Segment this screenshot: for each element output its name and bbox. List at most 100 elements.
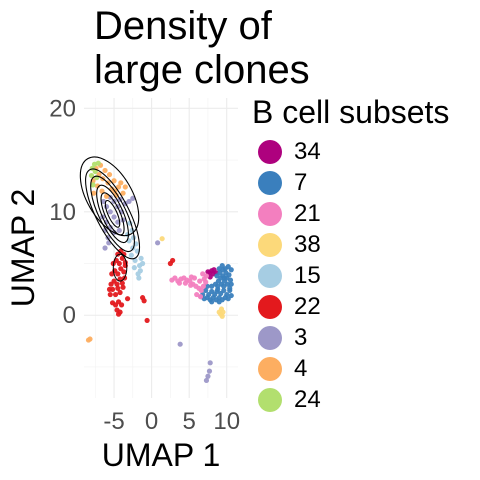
legend-swatch — [258, 295, 282, 319]
point-38-4 — [219, 313, 225, 319]
legend-label: 21 — [294, 200, 321, 227]
point-4-9 — [99, 188, 105, 194]
x-tick-label: -5 — [103, 408, 124, 435]
point-22-35 — [141, 298, 147, 304]
legend-swatch — [258, 388, 282, 412]
point-7-36 — [227, 285, 233, 291]
point-24-6 — [90, 182, 96, 188]
point-15-1 — [138, 255, 144, 261]
point-22-20 — [119, 255, 125, 261]
legend-item-21: 21 — [258, 199, 321, 229]
point-22-32 — [106, 286, 113, 292]
legend-label: 15 — [294, 262, 321, 289]
point-7-42 — [220, 267, 226, 273]
legend-item-34: 34 — [258, 137, 321, 167]
point-15-4 — [130, 235, 137, 241]
point-22-5 — [120, 284, 126, 290]
y-tick-label: 10 — [49, 199, 76, 226]
point-7-49 — [209, 299, 215, 305]
legend-item-7: 7 — [258, 168, 307, 198]
point-22-14 — [115, 271, 121, 277]
point-3-20 — [130, 195, 136, 201]
point-3-27 — [102, 245, 108, 251]
legend-item-4: 4 — [258, 354, 307, 384]
point-7-41 — [224, 275, 230, 281]
legend-label: 24 — [294, 386, 321, 413]
legend-swatch — [258, 140, 282, 164]
point-3-7 — [103, 204, 110, 210]
point-4-6 — [120, 190, 126, 196]
point-21-17 — [176, 280, 183, 286]
point-22-36 — [144, 317, 150, 324]
point-7-37 — [221, 283, 227, 289]
legend-label: 34 — [294, 138, 321, 165]
point-3-24 — [206, 368, 213, 374]
legend-swatch — [258, 171, 282, 195]
point-15-15 — [139, 260, 146, 267]
legend-swatch — [258, 202, 282, 226]
y-tick-label: 0 — [63, 302, 76, 329]
density-contour-4 — [85, 168, 141, 260]
point-7-45 — [209, 283, 215, 289]
legend-label: 7 — [294, 169, 308, 196]
x-axis-title: UMAP 1 — [102, 437, 221, 473]
point-4-4 — [111, 178, 117, 184]
legend-label: 3 — [294, 324, 308, 351]
legend-label: 4 — [294, 355, 308, 382]
point-22-2 — [112, 291, 119, 298]
point-24-4 — [88, 172, 95, 179]
point-4-10 — [103, 193, 110, 199]
point-22-38 — [167, 260, 173, 267]
legend-swatch — [258, 233, 282, 257]
point-22-8 — [114, 281, 120, 287]
chart-title-line-2: large clones — [94, 48, 310, 92]
point-7-47 — [228, 292, 234, 299]
point-4-21 — [85, 337, 92, 343]
point-34-5 — [205, 269, 211, 275]
legend-item-38: 38 — [258, 230, 321, 260]
point-15-16 — [136, 275, 142, 281]
point-3-21 — [155, 240, 161, 246]
point-4-18 — [91, 190, 97, 196]
point-15-8 — [135, 271, 141, 277]
point-7-43 — [214, 288, 220, 295]
point-21-11 — [200, 283, 207, 289]
point-3-22 — [177, 341, 183, 347]
density-contour-0 — [104, 199, 121, 228]
point-4-5 — [115, 184, 122, 190]
point-22-39 — [124, 296, 131, 302]
point-21-10 — [198, 287, 204, 294]
x-tick-label: 10 — [213, 408, 240, 435]
chart-title-line-1: Density of — [94, 4, 272, 48]
point-4-3 — [106, 171, 113, 178]
point-15-11 — [128, 252, 134, 258]
point-21-13 — [197, 278, 203, 284]
point-22-0 — [107, 291, 113, 298]
y-axis-title: UMAP 2 — [5, 189, 41, 308]
point-22-3 — [115, 285, 121, 291]
legend-label: 22 — [294, 293, 321, 320]
point-21-15 — [188, 282, 194, 288]
density-contour-outer — [79, 156, 140, 237]
point-21-22 — [200, 271, 206, 277]
point-22-19 — [116, 260, 122, 267]
legend-swatch — [258, 326, 282, 350]
y-tick-label: 20 — [49, 95, 76, 122]
legend-item-15: 15 — [258, 261, 321, 291]
legend-item-3: 3 — [258, 323, 307, 353]
point-24-3 — [95, 160, 101, 166]
point-3-26 — [203, 377, 210, 384]
density-contour-1 — [100, 192, 125, 236]
point-4-19 — [122, 184, 128, 190]
point-3-15 — [116, 227, 122, 234]
point-7-39 — [218, 275, 224, 281]
point-7-1 — [203, 287, 209, 294]
point-4-2 — [102, 167, 108, 174]
point-21-16 — [182, 280, 189, 286]
x-tick-label: 0 — [145, 408, 158, 435]
point-22-28 — [118, 302, 125, 308]
legend-title: B cell subsets — [252, 94, 450, 130]
point-7-7 — [221, 287, 227, 294]
point-3-25 — [205, 373, 211, 379]
point-4-8 — [94, 183, 101, 189]
